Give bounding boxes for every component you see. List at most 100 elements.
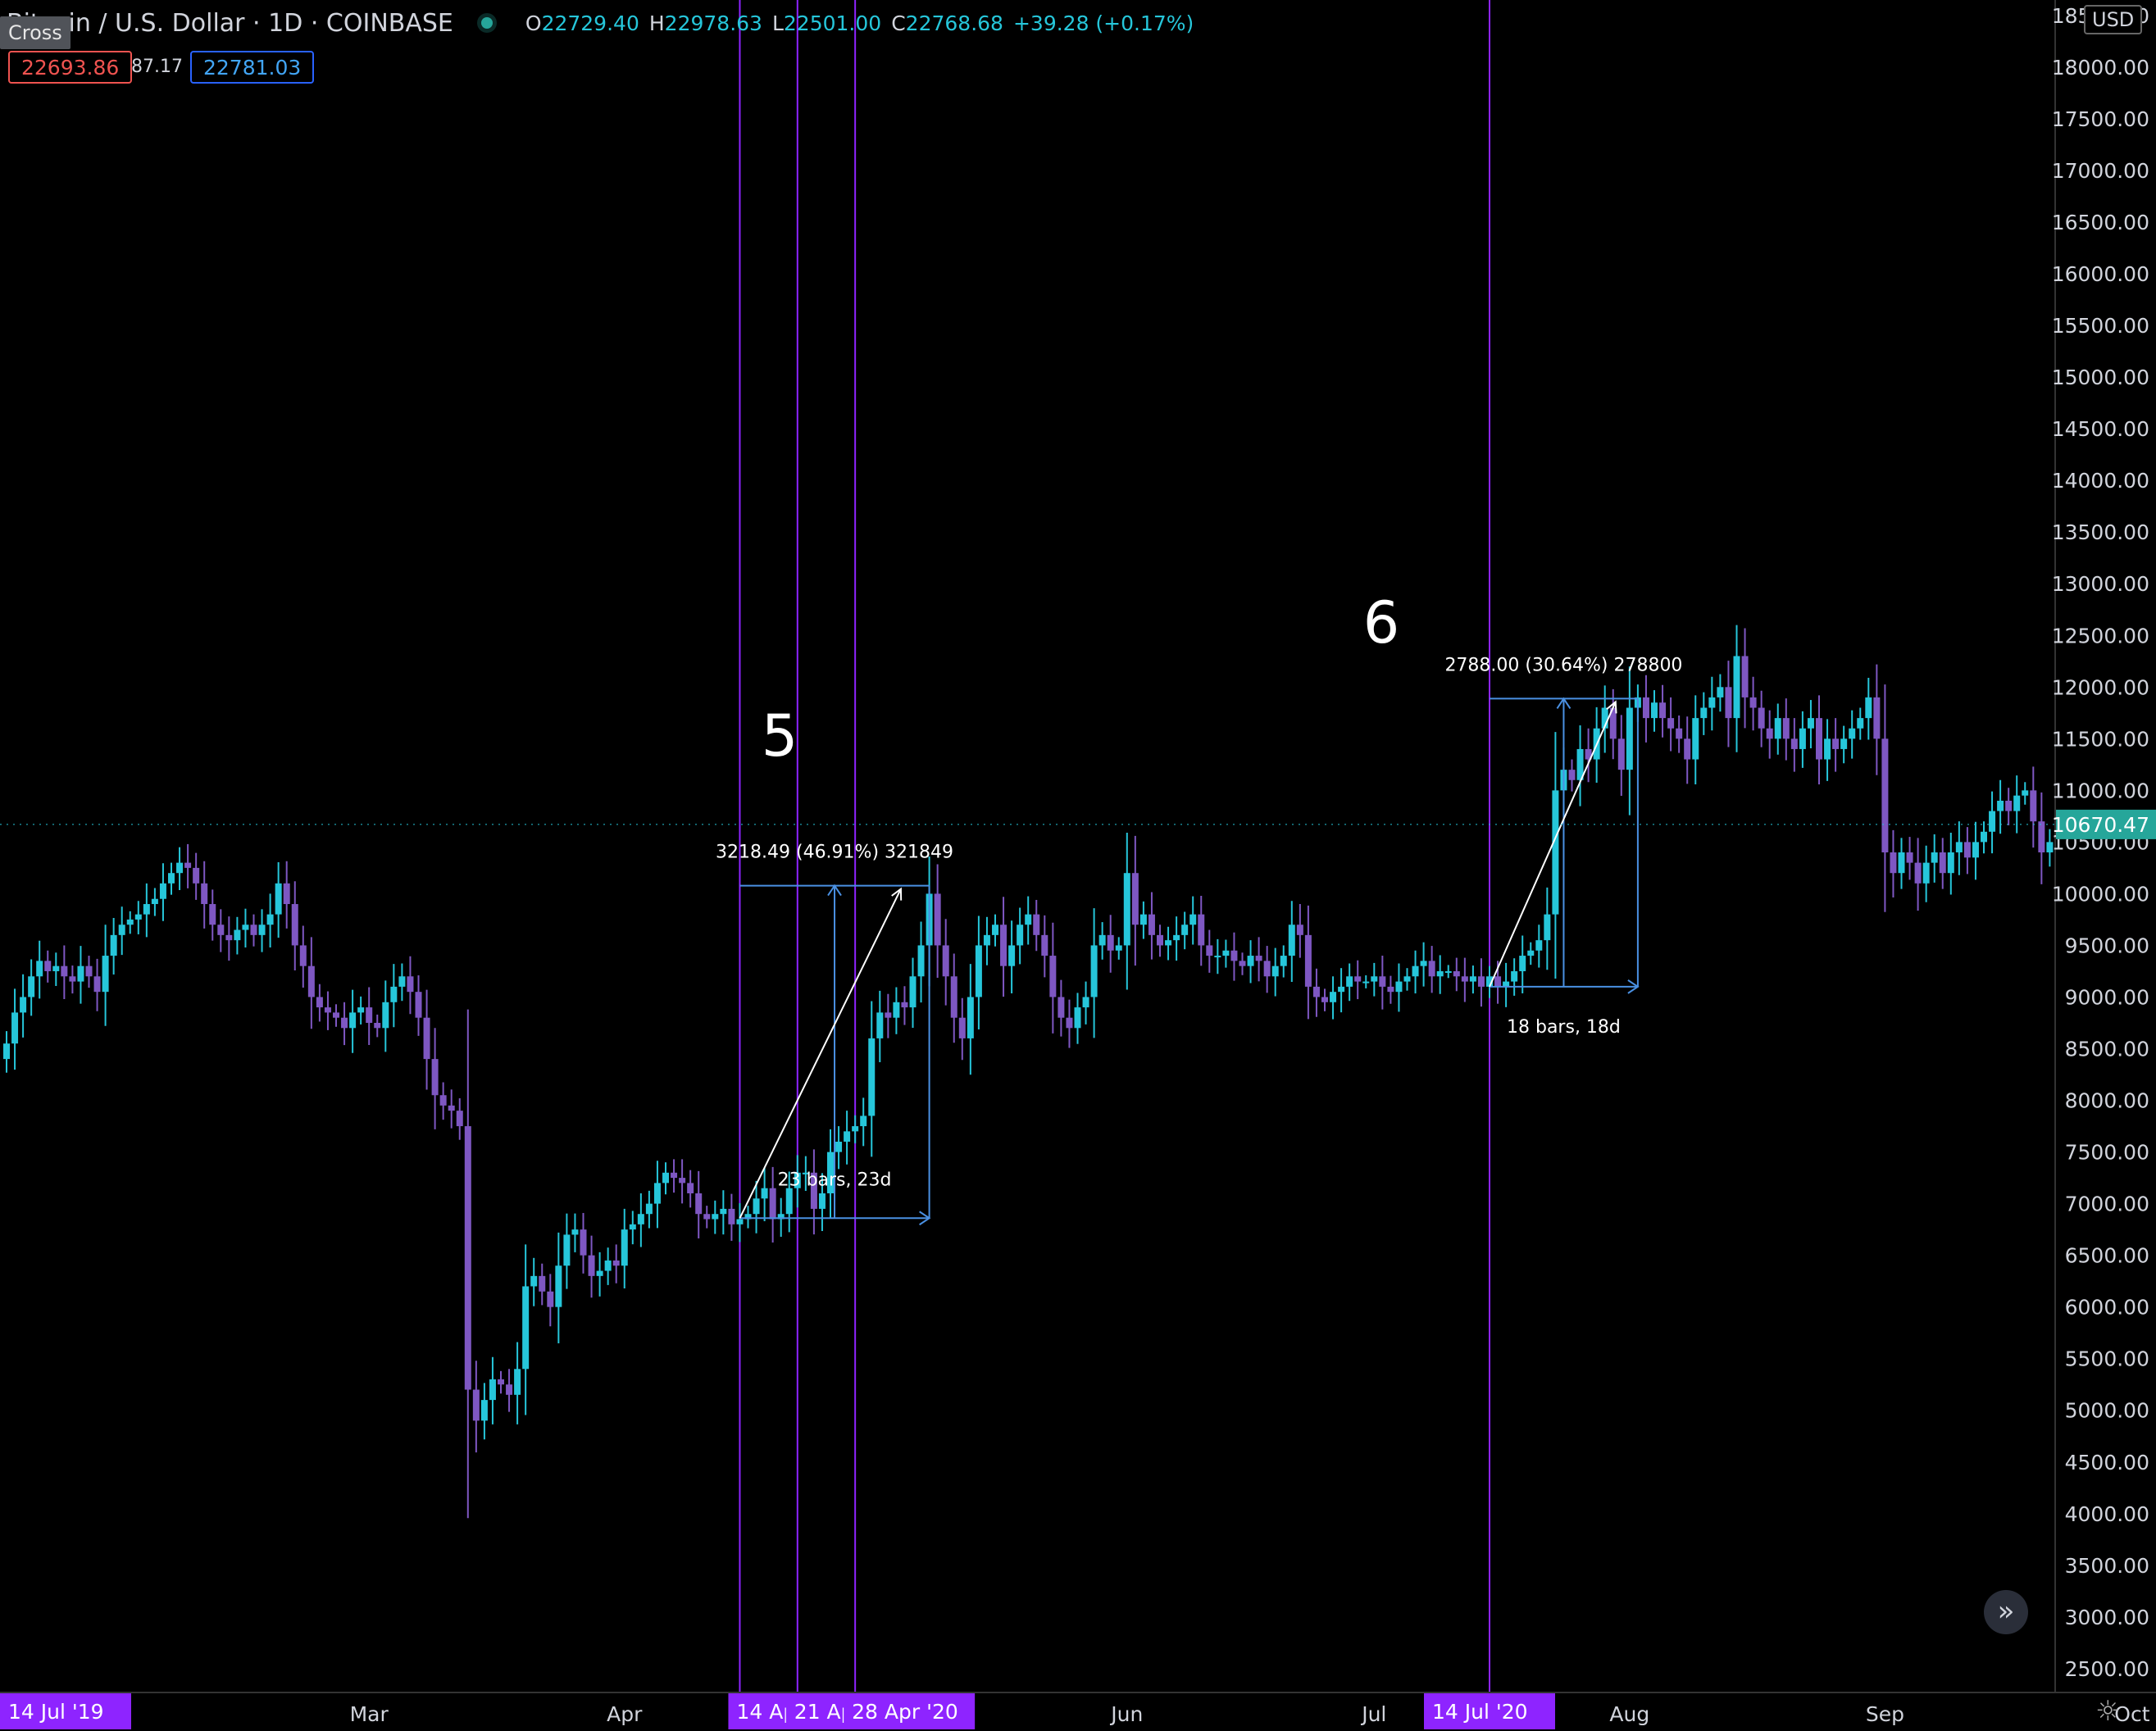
- candle-body: [283, 883, 290, 905]
- time-tick-label: Jul: [1360, 1702, 1386, 1726]
- candle-body: [1288, 925, 1295, 956]
- candle-body: [1939, 852, 1946, 874]
- candle-body: [2038, 821, 2045, 852]
- candle-body: [36, 961, 43, 977]
- candle-body: [1585, 748, 1592, 760]
- candle-body: [1535, 940, 1543, 951]
- candle-body: [1222, 950, 1230, 956]
- candle-body: [794, 1172, 801, 1188]
- candle-body: [687, 1183, 694, 1193]
- candle-body: [1189, 914, 1197, 925]
- measure-bars-label: 23 bars, 23d: [778, 1170, 892, 1190]
- high-label: H: [648, 11, 665, 35]
- candle-body: [1098, 934, 1106, 946]
- double-chevron-right-icon[interactable]: »: [1984, 1590, 2028, 1634]
- currency-button[interactable]: USD: [2084, 5, 2143, 34]
- candle-body: [225, 934, 233, 941]
- trend-arrow[interactable]: [1489, 702, 1617, 988]
- candle-body: [580, 1229, 587, 1256]
- candle-body: [1066, 1017, 1073, 1029]
- candle-body: [802, 1172, 809, 1174]
- candle-body: [1123, 873, 1130, 946]
- trend-arrow-head: [891, 887, 903, 901]
- candle-body: [1947, 852, 1954, 874]
- candle-body: [1214, 956, 1221, 958]
- candle-body: [1247, 956, 1254, 966]
- candle-body: [1708, 697, 1716, 708]
- candle-body: [629, 1224, 636, 1230]
- candle-body: [266, 914, 274, 925]
- last-price-badge: [2056, 809, 2156, 839]
- candle-body: [810, 1172, 817, 1209]
- sell-price-button[interactable]: 22693.86: [8, 51, 133, 84]
- candle-body: [1922, 862, 1930, 884]
- gear-icon[interactable]: ☼: [2095, 1695, 2121, 1728]
- candle-body: [20, 997, 27, 1013]
- candle-body: [489, 1379, 496, 1401]
- candle-body: [703, 1214, 711, 1220]
- candle-body: [1082, 997, 1089, 1008]
- candle-body: [958, 1017, 966, 1038]
- candle-body: [1198, 914, 1205, 946]
- price-tick-label: 15000.00: [2052, 366, 2149, 389]
- measure-label: 2788.00 (30.64%) 278800: [1444, 655, 1682, 675]
- candle-body: [1387, 986, 1394, 993]
- candle-body: [827, 1152, 834, 1193]
- candle-body: [93, 976, 101, 993]
- price-tick-label: 8000.00: [2065, 1089, 2149, 1113]
- candle-body: [1552, 790, 1559, 915]
- candle-body: [1379, 976, 1386, 987]
- candle-body: [695, 1193, 703, 1215]
- price-tick-label: 11000.00: [2052, 779, 2149, 802]
- measure-arrow-head: [1556, 697, 1572, 709]
- candle-body: [1469, 976, 1476, 982]
- candle-body: [1131, 873, 1139, 925]
- price-tick-label: 13000.00: [2052, 572, 2149, 596]
- candle-body: [1173, 934, 1180, 941]
- price-tick-label: 12500.00: [2052, 624, 2149, 647]
- price-tick-label: 16500.00: [2052, 211, 2149, 234]
- candle-body: [1659, 702, 1667, 719]
- candle-body: [3, 1043, 10, 1060]
- buy-price-button[interactable]: 22781.03: [190, 51, 315, 84]
- candle-body: [679, 1178, 686, 1184]
- candle-body: [1230, 950, 1238, 961]
- candle-body: [942, 945, 949, 977]
- high-value: 22978.63: [664, 11, 762, 35]
- candle-body: [1700, 707, 1708, 719]
- candle-body: [77, 965, 84, 982]
- candle-body: [712, 1214, 719, 1220]
- candle-body: [555, 1265, 562, 1307]
- candle-body: [1544, 914, 1551, 941]
- measure-bars-label: 18 bars, 18d: [1507, 1017, 1621, 1038]
- candle-body: [1981, 831, 1987, 843]
- candle-body: [1017, 925, 1024, 946]
- trend-arrow[interactable]: [739, 888, 902, 1219]
- candle-body: [885, 1012, 892, 1018]
- price-tick-label: 5500.00: [2065, 1347, 2149, 1371]
- candle-body: [390, 986, 398, 1002]
- candle-body: [1403, 976, 1411, 982]
- candle-body: [539, 1275, 546, 1292]
- candle-body: [341, 1017, 348, 1029]
- candle-body: [992, 925, 998, 935]
- price-tick-label: 7000.00: [2065, 1193, 2149, 1216]
- candle-body: [1519, 956, 1526, 971]
- symbol-title[interactable]: Bitcoin / U.S. Dollar · 1D · COINBASE: [7, 8, 453, 38]
- candle-body: [1790, 738, 1798, 749]
- candle-body: [653, 1183, 661, 1204]
- candle-body: [423, 1017, 430, 1060]
- candle-body: [563, 1234, 571, 1266]
- candle-body: [464, 1126, 471, 1390]
- candle-body: [975, 945, 982, 997]
- candle-body: [11, 1012, 19, 1044]
- candle-body: [983, 934, 990, 946]
- candle-body: [1255, 956, 1262, 961]
- candle-body: [2022, 790, 2029, 796]
- candle-body: [1206, 945, 1213, 956]
- candle-body: [1955, 842, 1963, 852]
- time-tick-label: Aug: [1609, 1702, 1649, 1726]
- candle-body: [1239, 961, 1246, 966]
